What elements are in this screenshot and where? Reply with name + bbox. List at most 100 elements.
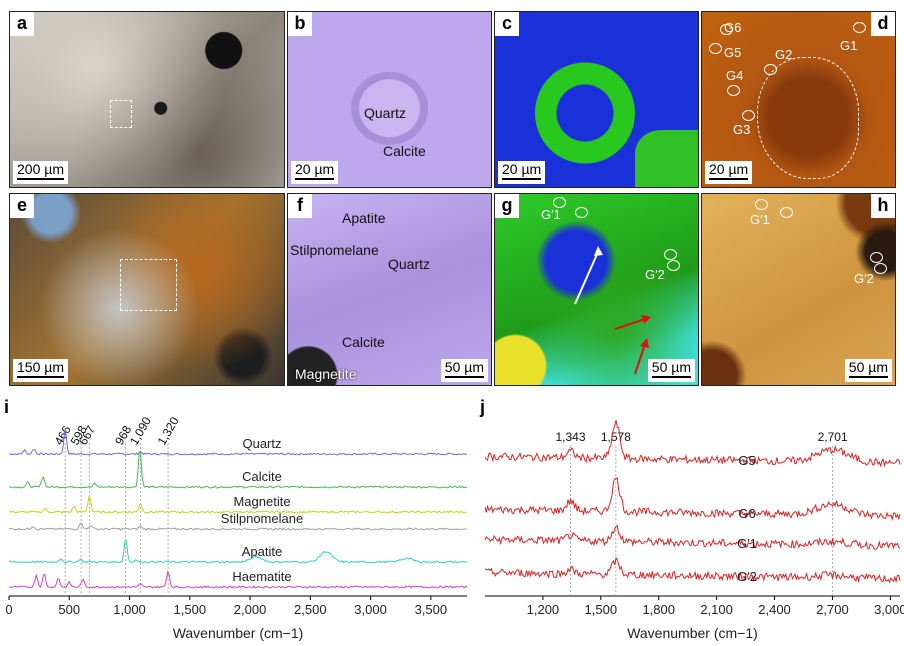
x-axis-label: Wavenumber (cm−1)	[627, 625, 758, 641]
series-line	[484, 477, 901, 522]
point-label: G5	[724, 45, 742, 60]
peak-label: 1,320	[155, 414, 182, 447]
panel-f: f Apatite Stilpnomelane Quartz Calcite M…	[287, 193, 492, 386]
peak-label: 1,343	[555, 430, 585, 444]
series-label: Apatite	[242, 544, 282, 559]
mineral-label: Apatite	[342, 210, 386, 226]
raman-spectra-minerals-chart: i 0 500 1,000 1,500 2,000 2,500 3,000 3,500 Waven…	[4, 397, 468, 641]
scale-bar: 50 µm	[440, 359, 488, 382]
series-label: G′2	[737, 569, 757, 584]
arrows	[574, 246, 651, 375]
grain-outline	[757, 57, 859, 179]
panel-label: j	[479, 397, 485, 417]
x-tick-label: 1,200	[527, 602, 560, 617]
peak-label: 2,701	[818, 430, 848, 444]
series-line	[8, 569, 468, 589]
point-marker	[870, 252, 883, 263]
point-label: G′1	[541, 207, 561, 222]
series-label: Quartz	[242, 436, 281, 451]
scale-bar: 50 µm	[844, 359, 892, 382]
inset-box	[110, 100, 132, 128]
point-label: G3	[733, 122, 751, 137]
series-line	[8, 450, 468, 489]
point-marker	[553, 197, 566, 208]
panel-label: e	[10, 194, 34, 218]
series-line	[8, 522, 468, 531]
point-marker	[575, 207, 588, 218]
series-label: Haematite	[232, 569, 291, 584]
x-tick-label: 1,500	[174, 602, 207, 617]
x-tick-label: 2,100	[700, 602, 733, 617]
series-line	[8, 539, 468, 564]
point-marker	[742, 110, 755, 121]
series-label: Magnetite	[233, 494, 290, 509]
x-tick-label: 1,500	[585, 602, 618, 617]
point-marker	[780, 207, 793, 218]
panel-g: g G′1 G′2 50 µm	[494, 193, 699, 386]
mineral-label: Calcite	[383, 143, 426, 159]
scale-bar: 20 µm	[705, 161, 753, 184]
green-corner	[635, 130, 698, 187]
series-label: Stilpnomelane	[221, 511, 303, 526]
point-label: G′2	[645, 267, 665, 282]
point-label: G4	[726, 68, 744, 83]
x-tick-label: 2,500	[294, 602, 327, 617]
peak-label: 1,578	[601, 430, 631, 444]
point-marker	[874, 263, 887, 274]
mineral-label: Stilpnomelane	[290, 242, 379, 258]
panel-label: i	[4, 397, 9, 417]
point-label: G2	[775, 47, 793, 62]
scale-bar: 20 µm	[291, 161, 339, 184]
panel-d: d G6 G5 G4 G2 G3 G1 20 µm	[701, 11, 896, 188]
x-tick-label: 500	[58, 602, 80, 617]
point-marker	[755, 199, 768, 210]
panel-e: e 150 µm	[9, 193, 285, 386]
series-line	[484, 556, 901, 584]
panel-b: b Quartz Calcite 20 µm	[287, 11, 492, 188]
scale-bar: 200 µm	[13, 161, 68, 184]
series-line	[8, 495, 468, 514]
x-tick-label: 0	[5, 602, 12, 617]
mineral-label: Magnetite	[295, 366, 357, 382]
x-tick-label: 3,000	[874, 602, 904, 617]
panel-label: a	[10, 12, 34, 36]
panel-label: h	[871, 194, 895, 218]
series-line	[484, 419, 901, 468]
point-label: G1	[840, 38, 858, 53]
series-label: G5	[738, 453, 755, 468]
point-marker	[764, 64, 777, 75]
green-ring	[535, 62, 635, 164]
x-tick-label: 3,500	[415, 602, 448, 617]
x-tick-label: 2,700	[816, 602, 849, 617]
mineral-label: Calcite	[342, 334, 385, 350]
point-marker	[727, 85, 740, 96]
point-marker	[667, 260, 680, 271]
point-label: G6	[724, 20, 742, 35]
panel-label: d	[871, 12, 895, 36]
panel-c: c 20 µm	[494, 11, 699, 188]
scale-bar: 150 µm	[13, 359, 68, 382]
panel-label: g	[495, 194, 519, 218]
scale-bar: 50 µm	[647, 359, 695, 382]
panel-a: a 200 µm	[9, 11, 285, 188]
series-line	[484, 524, 901, 550]
panel-h: h G′1 G′2 50 µm	[701, 193, 896, 386]
panel-label: b	[288, 12, 312, 36]
panel-label: c	[495, 12, 519, 36]
point-marker	[664, 249, 677, 260]
x-tick-label: 1,000	[113, 602, 146, 617]
point-marker	[853, 22, 866, 33]
scale-bar: 20 µm	[498, 161, 546, 184]
point-marker	[709, 43, 722, 54]
series-label: G′1	[737, 536, 757, 551]
series-line	[8, 430, 468, 456]
x-tick-label: 1,800	[642, 602, 675, 617]
series-label: Calcite	[242, 469, 282, 484]
x-tick-label: 2,000	[234, 602, 267, 617]
mineral-label: Quartz	[364, 105, 407, 121]
point-label: G′2	[854, 271, 874, 286]
x-tick-label: 2,400	[758, 602, 791, 617]
x-axis-label: Wavenumber (cm−1)	[173, 625, 304, 641]
raman-spectra-carbon-chart: j 1,200 1,500 1,800 2,100 2,400 2,700 3,000 Wave…	[479, 397, 904, 641]
panel-label: f	[288, 194, 312, 218]
